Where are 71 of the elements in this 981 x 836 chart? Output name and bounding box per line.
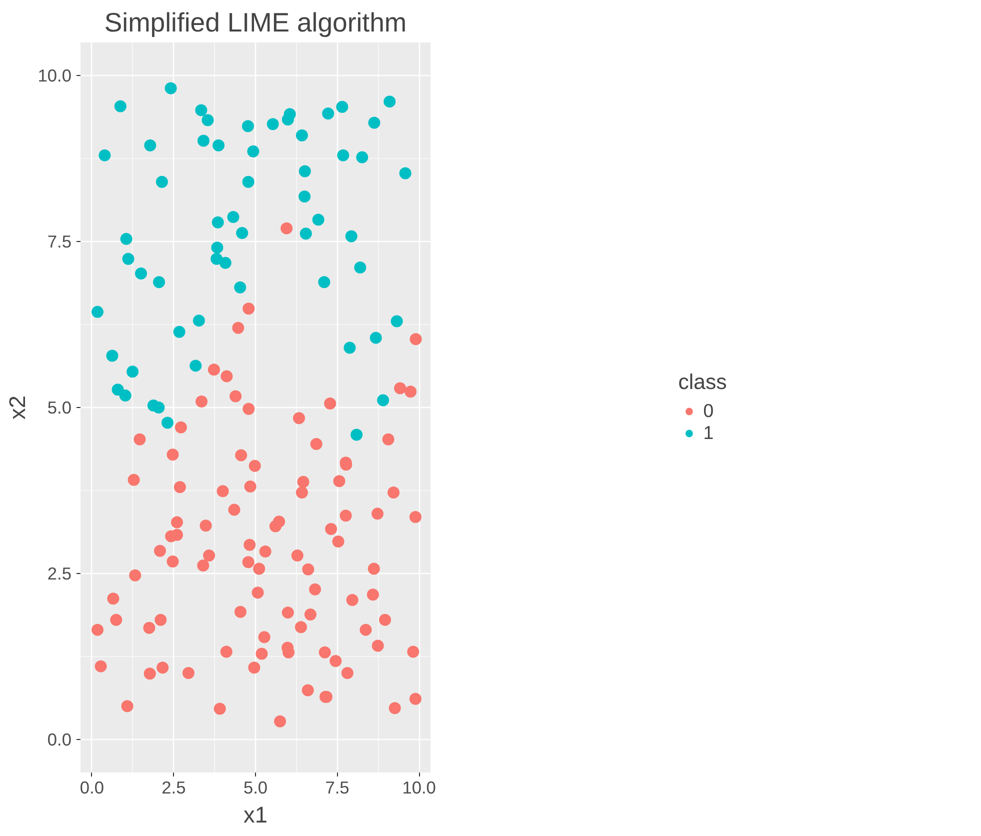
point [126,366,139,378]
point [112,384,124,396]
x-axis-title: x1 [244,802,268,828]
point [234,281,246,294]
legend-label: 0 [703,400,715,422]
point [120,232,132,245]
legend-title: class [678,370,727,395]
point [92,306,104,318]
point [354,261,366,274]
point [322,108,334,120]
point [344,342,356,354]
point [106,350,118,362]
point [162,416,174,429]
x-tick-label: 0.0 [80,778,104,798]
point [173,326,186,338]
point [298,165,311,178]
point [284,108,296,120]
point [399,167,412,180]
point [318,276,330,288]
point [298,190,311,202]
point [114,100,126,112]
point [195,104,208,116]
point [247,145,260,158]
point [384,96,396,108]
point [153,276,166,288]
y-tick-label: 10.0 [38,66,72,86]
x-tick-label: 7.5 [325,778,350,798]
y-axis-title: x2 [4,396,30,420]
point [266,118,279,130]
x-tick-label: 10.0 [402,778,436,798]
point [135,267,148,280]
point [296,129,308,142]
legend-label: 1 [703,422,715,444]
point [212,139,225,152]
point [219,256,232,269]
point [350,428,363,441]
point [190,360,202,372]
point [212,216,224,228]
point [242,176,254,188]
point [211,242,224,254]
y-tick-label: 2.5 [47,563,72,584]
point [242,120,254,132]
y-tick-label: 0.0 [47,729,72,750]
point [300,228,312,240]
point [236,226,248,239]
chart-title: Simplified LIME algorithm [104,8,407,38]
point [312,214,324,226]
point [377,394,390,406]
point [164,82,177,94]
point [144,139,156,152]
y-tick-label: 5.0 [47,398,72,418]
x-tick-label: 2.5 [162,778,186,798]
point [337,149,350,162]
point [119,390,132,402]
y-tick-label: 7.5 [47,232,72,252]
x-tick-label: 5.0 [243,778,268,798]
point [356,151,368,164]
point [98,149,111,162]
point [390,315,403,328]
point [152,402,165,414]
point [122,252,134,265]
point [227,211,240,224]
point [336,100,348,113]
point [197,134,210,147]
point [210,252,223,265]
point [370,332,382,344]
point [345,230,358,242]
point [192,314,205,327]
point [368,116,380,129]
point [156,176,168,188]
point [202,114,214,126]
